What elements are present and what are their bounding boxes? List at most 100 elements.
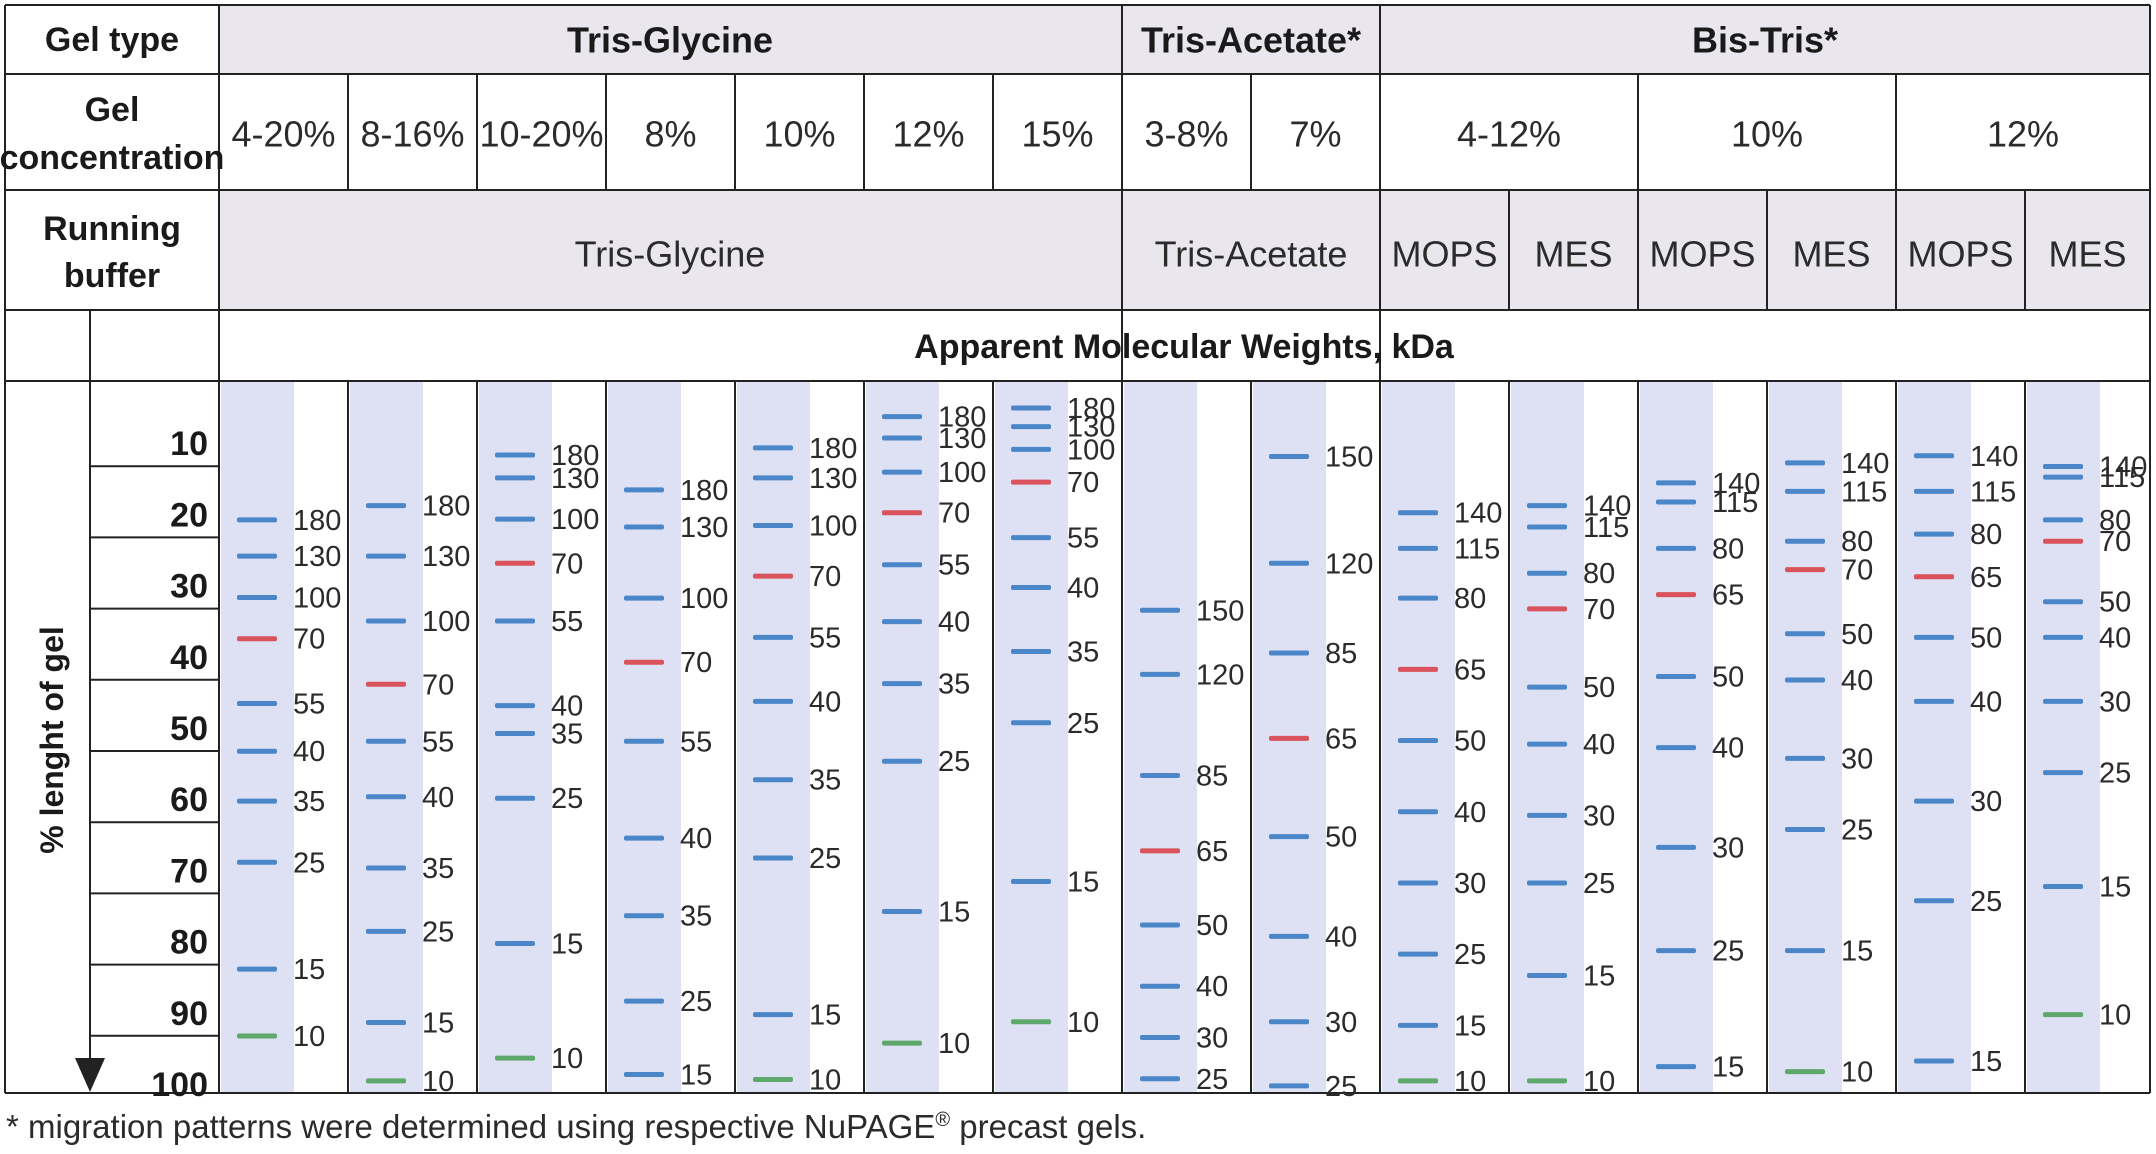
band-mark [1140,671,1180,677]
band-label: 140 [2099,451,2147,483]
band-label: 80 [2099,505,2131,537]
band-mark [366,553,406,559]
band-mark [1269,560,1309,566]
band-mark [882,758,922,764]
band-label: 15 [1583,961,1615,993]
band-label: 25 [551,783,583,815]
lane-stripe [1511,381,1584,1093]
band-label: 70 [1841,555,1873,587]
band-label: 55 [680,726,712,758]
band-mark [1914,531,1954,537]
band-label: 55 [809,622,841,654]
gel-concentration-label: concentration [0,139,224,177]
band-label: 115 [1583,512,1629,544]
axis-arrowhead [75,1058,105,1092]
gel-type-header: Bis-Tris* [1692,20,1838,61]
band-label: 80 [1712,533,1744,565]
band-label: 15 [551,928,583,960]
band-label: 15 [422,1008,454,1040]
band-label: 10 [1454,1066,1486,1098]
running-buffer-value: MES [2048,234,2126,275]
band-label: 115 [1454,533,1500,565]
band-mark [1011,424,1051,430]
band-mark [882,908,922,914]
band-label: 25 [1712,936,1744,968]
band-label: 150 [1196,595,1244,627]
gel-concentration-value: 12% [1987,114,2059,155]
band-label: 15 [293,954,325,986]
band-label: 50 [2099,587,2131,619]
gel-type-label: Gel type [45,21,179,59]
running-buffer-value: MOPS [1391,234,1497,275]
band-mark [2043,698,2083,704]
running-buffer-label: Running [43,210,181,248]
lane-stripe [1124,381,1197,1093]
band-label: 180 [680,475,728,507]
band-label: 10 [1583,1066,1615,1098]
band-mark [1656,673,1696,679]
band-mark [1914,798,1954,804]
band-mark [882,435,922,441]
lane-stripe [608,381,681,1093]
band-mark [2043,538,2083,544]
band-mark [1527,524,1567,530]
band-mark [495,560,535,566]
running-buffer-header-fill [219,190,2150,310]
band-mark [366,738,406,744]
band-label: 85 [1196,760,1228,792]
band-mark [366,1020,406,1026]
band-mark [1398,595,1438,601]
gel-concentration-value: 12% [892,114,964,155]
band-mark [2043,474,2083,480]
band-label: 40 [293,736,325,768]
apparent-mw-title: Apparent Molecular Weights, kDa [914,328,1455,366]
band-mark [753,523,793,529]
band-mark [1527,684,1567,690]
band-mark [495,730,535,736]
axis-tick-label: 70 [170,852,208,890]
lane-stripe [1640,381,1713,1093]
running-buffer-value: MOPS [1907,234,2013,275]
band-mark [1656,1064,1696,1070]
axis-tick-label: 30 [170,568,208,606]
running-buffer-value: MES [1534,234,1612,275]
band-mark [624,913,664,919]
band-mark [1785,948,1825,954]
band-mark [2043,1012,2083,1018]
gel-concentration-value: 4-20% [231,114,335,155]
lane-stripe [995,381,1068,1093]
band-mark [1140,983,1180,989]
band-mark [1269,650,1309,656]
lane-stripe [866,381,939,1093]
footnote-text: * migration patterns were determined usi… [6,1108,936,1145]
band-mark [753,573,793,579]
band-label: 130 [551,463,599,495]
lane-stripe [737,381,810,1093]
gel-type-header: Tris-Glycine [567,20,773,61]
band-label: 140 [1583,491,1631,523]
band-label: 50 [1196,910,1228,942]
band-mark [1398,1078,1438,1084]
gel-concentration-value: 10% [1731,114,1803,155]
band-mark [753,475,793,481]
band-label: 140 [1970,441,2018,473]
band-label: 140 [1712,468,1760,500]
band-label: 130 [680,512,728,544]
band-label: 40 [1712,733,1744,765]
band-mark [495,1055,535,1061]
band-mark [2043,884,2083,890]
band-label: 65 [1196,836,1228,868]
band-label: 70 [422,669,454,701]
band-label: 50 [1970,622,2002,654]
band-mark [1398,510,1438,516]
band-mark [366,618,406,624]
band-label: 35 [293,786,325,818]
band-label: 115 [1712,487,1758,519]
band-mark [1527,1078,1567,1084]
band-label: 180 [422,491,470,523]
band-label: 40 [1583,729,1615,761]
band-label: 40 [551,691,583,723]
band-mark [1011,649,1051,655]
gel-concentration-value: 8-16% [360,114,464,155]
